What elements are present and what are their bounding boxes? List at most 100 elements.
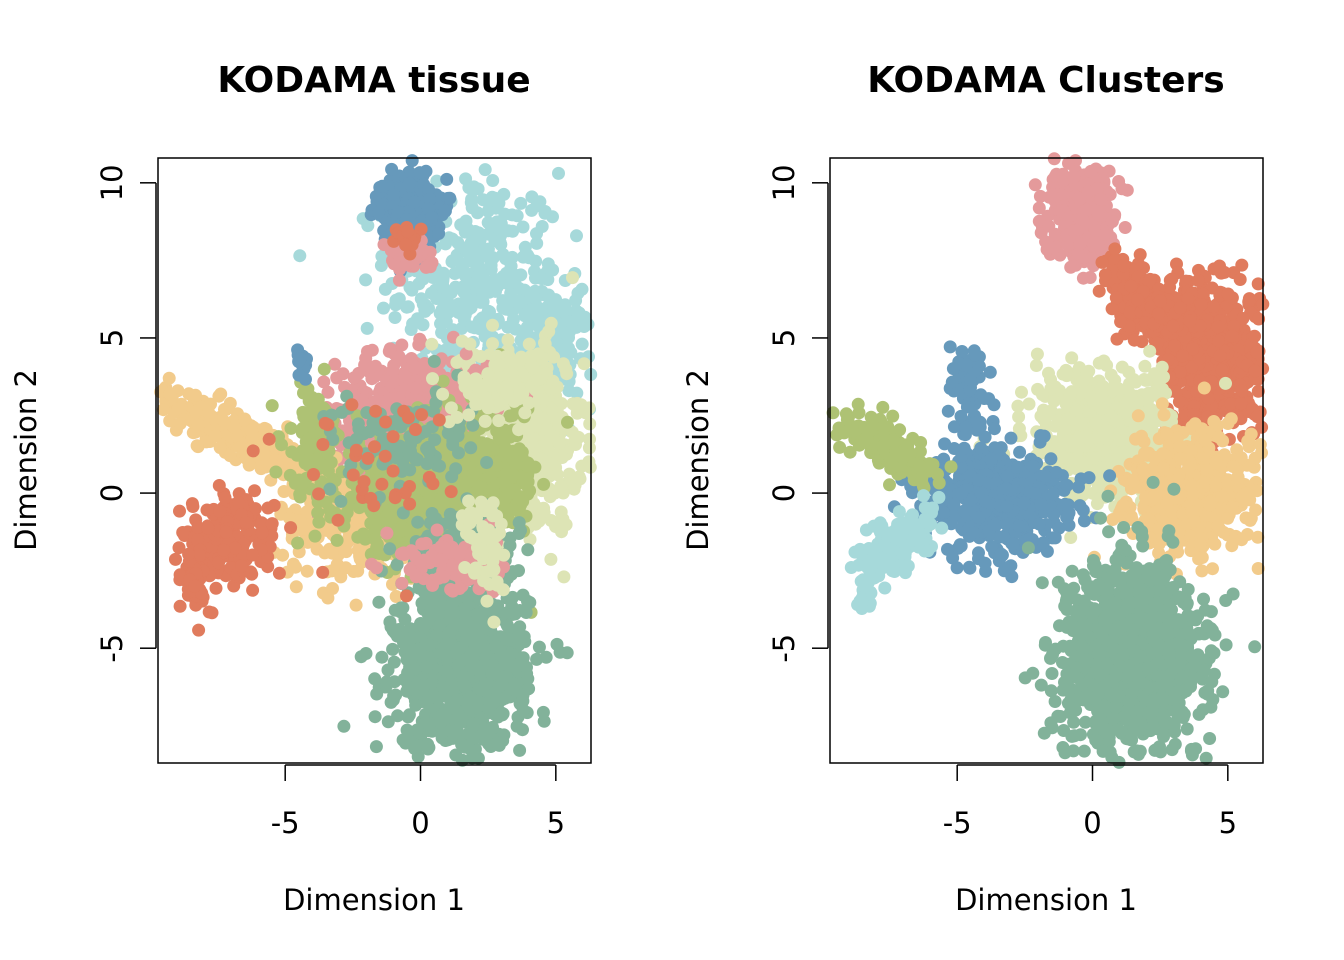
- data-point: [504, 275, 518, 289]
- data-point: [456, 309, 470, 323]
- data-point: [421, 693, 435, 707]
- data-point: [465, 241, 479, 255]
- data-point: [474, 350, 488, 363]
- data-point: [501, 446, 514, 460]
- data-point: [430, 292, 444, 305]
- data-point: [328, 357, 342, 371]
- data-point: [506, 224, 520, 238]
- data-point: [577, 357, 591, 371]
- data-point: [414, 554, 427, 568]
- data-point: [334, 494, 348, 508]
- data-point: [490, 690, 504, 704]
- data-point: [156, 403, 170, 417]
- data-point: [434, 553, 448, 567]
- data-point: [513, 354, 527, 367]
- data-point: [293, 249, 307, 263]
- data-point: [209, 581, 223, 595]
- data-point: [487, 615, 501, 629]
- data-point: [467, 180, 481, 194]
- data-point: [235, 559, 248, 573]
- data-point: [489, 639, 503, 653]
- data-point: [465, 651, 479, 665]
- data-point: [169, 552, 182, 566]
- data-point: [381, 715, 395, 729]
- data-point: [544, 552, 558, 566]
- data-point: [471, 206, 484, 220]
- data-point: [362, 425, 376, 439]
- data-point: [496, 247, 510, 261]
- data-point: [526, 360, 540, 374]
- data-point: [569, 294, 583, 307]
- data-point: [532, 514, 546, 528]
- data-point: [265, 517, 279, 531]
- data-point: [492, 414, 506, 428]
- data-point: [213, 504, 227, 518]
- data-point: [244, 424, 258, 438]
- data-point: [458, 269, 472, 283]
- data-point: [450, 723, 464, 737]
- data-point: [289, 580, 303, 594]
- data-point: [530, 652, 544, 666]
- data-point: [297, 410, 311, 424]
- data-point: [445, 232, 459, 246]
- data-point: [449, 280, 463, 294]
- data-point: [347, 371, 361, 385]
- data-point: [507, 394, 521, 408]
- data-point: [529, 292, 543, 306]
- data-point: [284, 421, 298, 435]
- data-point: [437, 570, 451, 584]
- data-point: [414, 292, 428, 306]
- data-point: [378, 282, 392, 296]
- data-point: [311, 506, 325, 520]
- data-point: [419, 660, 433, 674]
- data-point: [257, 447, 271, 461]
- data-point: [478, 504, 492, 518]
- data-point: [439, 711, 453, 725]
- data-point: [509, 322, 523, 336]
- data-point: [238, 412, 252, 426]
- data-point: [537, 714, 551, 728]
- data-point: [423, 445, 437, 458]
- data-point: [476, 193, 490, 207]
- data-point: [401, 300, 415, 314]
- data-point: [173, 599, 187, 613]
- data-point: [554, 505, 568, 519]
- data-point: [191, 418, 205, 431]
- data-point: [550, 637, 564, 651]
- data-point: [557, 570, 571, 584]
- data-point: [575, 282, 589, 296]
- data-point: [486, 562, 500, 576]
- data-point: [459, 214, 473, 228]
- data-point: [440, 649, 454, 663]
- data-point: [339, 561, 353, 575]
- data-point: [277, 485, 291, 498]
- data-point: [562, 384, 576, 398]
- data-point: [426, 372, 439, 386]
- data-point: [510, 209, 524, 223]
- data-point: [521, 304, 535, 318]
- data-point: [182, 547, 196, 561]
- data-point: [508, 607, 522, 621]
- data-point: [425, 337, 439, 351]
- data-point: [529, 254, 543, 268]
- data-point: [300, 564, 314, 578]
- data-point: [173, 417, 187, 431]
- data-point: [541, 273, 555, 287]
- data-point: [501, 619, 515, 633]
- data-point: [435, 276, 449, 290]
- data-point: [519, 606, 533, 619]
- data-point: [232, 496, 246, 510]
- data-point: [544, 514, 558, 527]
- data-point: [481, 401, 495, 415]
- data-point: [516, 723, 529, 737]
- data-point: [200, 503, 214, 517]
- data-point: [472, 480, 485, 494]
- data-point: [466, 717, 480, 731]
- data-point: [349, 598, 363, 612]
- data-point: [485, 667, 499, 681]
- data-point: [239, 516, 253, 530]
- data-point: [445, 470, 459, 484]
- data-point: [374, 259, 388, 272]
- data-point: [513, 743, 527, 757]
